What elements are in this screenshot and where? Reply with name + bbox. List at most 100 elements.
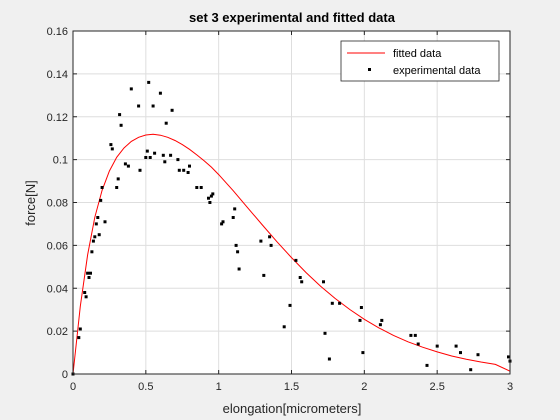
experimental-data-point <box>129 87 133 91</box>
experimental-data-point <box>294 258 298 262</box>
experimental-data-point <box>416 342 420 346</box>
x-tick-labels: 0 0.5 1 1.5 2 2.5 3 <box>70 381 513 393</box>
legend: fitted data experimental data <box>340 40 500 82</box>
experimental-data-point <box>151 104 155 108</box>
legend-marker-experimental <box>368 68 371 71</box>
experimental-data-point <box>99 198 103 202</box>
experimental-data-point <box>137 104 141 108</box>
experimental-data-point <box>186 171 190 174</box>
experimental-data-point <box>288 303 292 307</box>
legend-label-fitted: fitted data <box>393 48 442 60</box>
experimental-data-point <box>119 123 123 127</box>
tick-marks <box>72 30 511 375</box>
experimental-data-point <box>138 168 142 172</box>
experimental-data-point <box>109 143 113 147</box>
experimental-data-point <box>208 201 212 204</box>
experimental-data-point <box>220 222 224 226</box>
experimental-data-point <box>425 363 429 367</box>
experimental-data-point <box>269 243 273 247</box>
experimental-data-point <box>177 168 181 172</box>
x-tick-label: 2.5 <box>430 381 445 393</box>
experimental-data-point <box>170 108 174 112</box>
y-tick-label: 0.08 <box>47 198 68 210</box>
experimental-data-point <box>86 271 90 275</box>
experimental-data-point <box>237 267 241 271</box>
x-tick-label: 3 <box>507 381 513 393</box>
y-tick-label: 0.12 <box>47 112 68 124</box>
experimental-data-point <box>87 276 91 279</box>
chart-title: set 3 experimental and fitted data <box>189 10 396 25</box>
y-tick-label: 0.1 <box>53 155 68 167</box>
experimental-data-point <box>163 160 167 164</box>
experimental-data-point <box>231 216 235 219</box>
experimental-data-point <box>84 295 88 299</box>
fitted-data-line <box>72 133 511 375</box>
x-axis-label: elongation[micrometers] <box>223 401 362 416</box>
experimental-data-point <box>221 220 225 224</box>
experimental-data-point <box>116 177 120 181</box>
experimental-data-point <box>409 333 413 337</box>
experimental-data-point <box>199 186 203 189</box>
y-tick-label: 0.14 <box>47 69 68 81</box>
experimental-data-point <box>358 318 362 322</box>
experimental-data-point <box>378 323 382 327</box>
experimental-data-point <box>327 357 331 361</box>
experimental-data-point <box>91 239 95 243</box>
experimental-data-point <box>188 164 191 168</box>
x-tick-label: 0.5 <box>138 381 153 393</box>
experimental-data-point <box>207 196 210 200</box>
y-axis-label: force[N] <box>23 180 38 226</box>
x-tick-label: 0 <box>70 381 76 393</box>
experimental-data-point <box>77 336 81 340</box>
y-tick-label: 0.16 <box>47 26 68 38</box>
x-tick-label: 1.5 <box>284 381 299 393</box>
experimental-data-point <box>96 216 100 219</box>
experimental-data-point <box>115 186 119 189</box>
experimental-data-point <box>330 301 334 305</box>
experimental-data-point <box>338 301 342 305</box>
experimental-data-point <box>123 162 127 166</box>
experimental-data-point <box>164 121 168 125</box>
experimental-data-point <box>359 306 363 309</box>
experimental-data-point <box>435 344 439 348</box>
experimental-data-point <box>195 186 199 189</box>
experimental-data-point <box>97 233 101 237</box>
experimental-data-point <box>118 113 122 117</box>
experimental-data-point <box>93 235 97 239</box>
experimental-data-point <box>145 149 149 153</box>
experimental-data-point <box>100 186 104 189</box>
experimental-data-point <box>413 333 417 337</box>
experimental-data-point <box>89 271 92 275</box>
experimental-data-point <box>322 280 325 284</box>
experimental-data-point <box>323 331 327 335</box>
experimental-data-point <box>126 164 130 168</box>
experimental-data-point <box>158 91 162 95</box>
y-tick-label: 0.06 <box>47 240 68 252</box>
experimental-data-point <box>83 291 87 294</box>
experimental-data-point <box>78 327 82 331</box>
experimental-data-point <box>469 368 473 372</box>
experimental-data-point <box>380 318 384 322</box>
experimental-data-point <box>262 273 266 277</box>
experimental-data-point <box>144 156 148 159</box>
experimental-data-point <box>182 168 186 172</box>
experimental-data-point <box>153 151 157 155</box>
experimental-data-point <box>268 235 272 239</box>
experimental-data-point <box>234 243 238 247</box>
experimental-data-point <box>259 239 263 243</box>
experimental-data-point <box>361 351 365 355</box>
experimental-data-point <box>90 250 94 254</box>
y-tick-label: 0 <box>62 369 68 381</box>
experimental-data-point <box>300 280 304 284</box>
experimental-data-point <box>211 192 215 196</box>
experimental-data-point <box>507 355 510 359</box>
fitted-curve-layer <box>72 133 511 375</box>
experimental-data-point <box>176 158 180 162</box>
experimental-data-point <box>103 220 107 224</box>
experimental-data-point <box>94 222 98 226</box>
experimental-data-point <box>161 153 165 157</box>
x-tick-label: 1 <box>216 381 222 393</box>
y-tick-label: 0.02 <box>47 326 68 338</box>
experimental-points-layer <box>71 80 512 376</box>
experimental-data-point <box>454 344 458 348</box>
